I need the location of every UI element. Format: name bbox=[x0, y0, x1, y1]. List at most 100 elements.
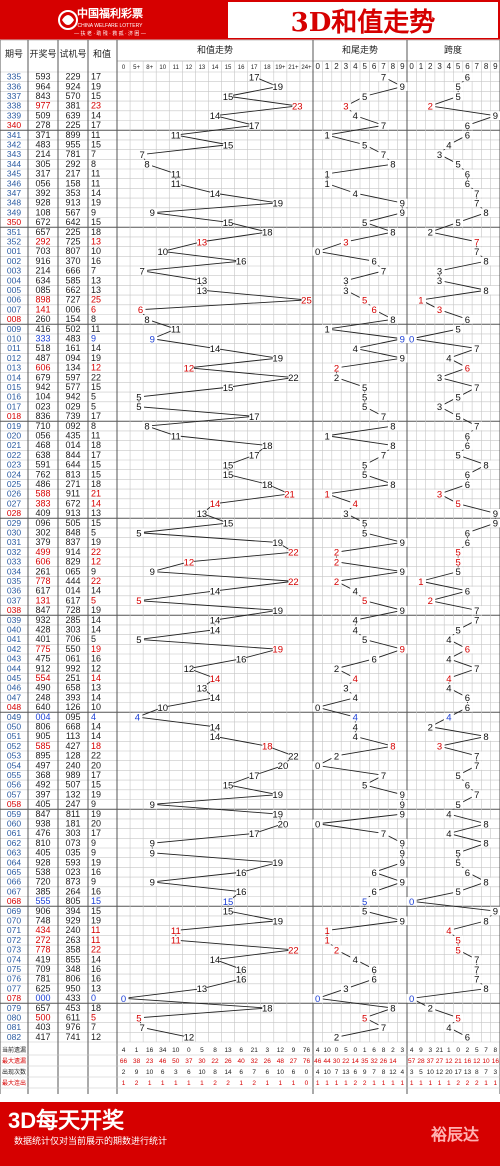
draw-cell: 056 bbox=[35, 178, 50, 188]
tail-point: 4 bbox=[353, 674, 358, 685]
stats-sum-value: 8 bbox=[213, 1069, 217, 1076]
stats-span-value: 3 bbox=[410, 1069, 414, 1076]
sum-point: 17 bbox=[249, 451, 260, 462]
issue-cell: 075 bbox=[7, 964, 21, 974]
tail-point-bg bbox=[359, 596, 370, 605]
span-point-bg bbox=[462, 431, 473, 441]
stats-tail-value: 10 bbox=[323, 1069, 331, 1076]
stats-label: 最大遗漏 bbox=[2, 1057, 26, 1065]
span-point-bg bbox=[462, 867, 473, 877]
sum-point: 8 bbox=[144, 160, 149, 171]
sum-point-bg bbox=[142, 315, 153, 324]
tail-point-bg bbox=[387, 441, 398, 450]
tail-point-bg bbox=[359, 906, 370, 916]
trial-cell: 225 bbox=[65, 227, 80, 237]
draw-cell: 383 bbox=[35, 498, 50, 508]
span-point-bg bbox=[434, 489, 445, 499]
span-point: 5 bbox=[456, 887, 461, 898]
sum-cell: 14 bbox=[91, 722, 101, 732]
issue-cell: 335 bbox=[7, 72, 21, 82]
sum-cell: 12 bbox=[91, 557, 101, 567]
sum-cell: 19 bbox=[91, 605, 101, 615]
sum-scale-label: 15 bbox=[225, 65, 232, 71]
sum-point-bg bbox=[147, 800, 158, 809]
sum-cell: 15 bbox=[91, 140, 101, 150]
sum-point: 16 bbox=[236, 974, 247, 985]
sum-point-bg bbox=[210, 188, 220, 198]
stats-tail-value: 1 bbox=[363, 1047, 367, 1054]
tail-point-bg bbox=[322, 130, 333, 140]
stats-sum-value: 10 bbox=[198, 1069, 206, 1076]
sum-point-bg bbox=[223, 906, 234, 916]
trial-cell: 806 bbox=[65, 974, 80, 984]
stats-sum-value: 2 bbox=[213, 1080, 217, 1087]
sum-point-bg bbox=[183, 1032, 194, 1042]
tail-point-bg bbox=[369, 887, 380, 896]
trial-cell: 505 bbox=[65, 518, 80, 528]
span-point: 8 bbox=[483, 208, 488, 219]
tail-point: 9 bbox=[400, 848, 405, 859]
span-point: 2 bbox=[428, 1004, 433, 1015]
sum-point: 23 bbox=[292, 101, 303, 112]
sum-cell: 16 bbox=[91, 886, 101, 896]
sum-point: 8 bbox=[144, 315, 149, 326]
draw-cell: 928 bbox=[35, 198, 50, 208]
stats-sum-value: 1 bbox=[187, 1080, 191, 1087]
issue-cell: 007 bbox=[7, 304, 21, 314]
sum-cell: 11 bbox=[91, 324, 100, 334]
draw-cell: 679 bbox=[35, 372, 50, 382]
tail-point-bg bbox=[359, 140, 370, 150]
tail-point: 2 bbox=[334, 373, 339, 384]
span-point: 3 bbox=[437, 150, 442, 161]
sum-cell: 15 bbox=[91, 217, 101, 227]
sum-cell: 18 bbox=[91, 741, 101, 751]
tail-point: 5 bbox=[362, 92, 367, 103]
tail-point-bg bbox=[387, 1003, 398, 1013]
stats-sum-value: 2 bbox=[122, 1069, 126, 1076]
stats-span-value: 13 bbox=[464, 1069, 472, 1076]
sum-point: 19 bbox=[272, 790, 283, 801]
stats-sum-value: 14 bbox=[224, 1069, 232, 1076]
tail-point: 9 bbox=[400, 334, 405, 345]
draw-cell: 499 bbox=[35, 547, 50, 557]
span-point-bg bbox=[481, 460, 492, 470]
span-line bbox=[410, 76, 497, 1038]
trial-cell: 303 bbox=[65, 828, 80, 838]
col-header-sum-trend: 和值走势 bbox=[197, 44, 233, 55]
draw-cell: 847 bbox=[35, 809, 50, 819]
tail-point: 6 bbox=[371, 887, 376, 898]
trial-cell: 393 bbox=[65, 692, 80, 702]
tail-point-bg bbox=[359, 402, 370, 411]
stats-span-value: 1 bbox=[484, 1080, 488, 1087]
span-point: 6 bbox=[465, 693, 470, 704]
trial-cell: 251 bbox=[65, 673, 80, 683]
stats-tail-value: 46 bbox=[314, 1058, 322, 1065]
sum-point: 19 bbox=[272, 198, 283, 209]
sum-point: 6 bbox=[138, 305, 143, 316]
stats-tail-value: 12 bbox=[389, 1069, 397, 1076]
span-point: 7 bbox=[474, 761, 479, 772]
tail-point: 9 bbox=[400, 916, 405, 927]
span-point: 2 bbox=[428, 596, 433, 607]
span-point-bg bbox=[481, 916, 492, 926]
draw-cell: 305 bbox=[35, 159, 50, 169]
tail-point: 9 bbox=[400, 645, 405, 656]
sum-point: 19 bbox=[272, 810, 283, 821]
stats-tail-value: 13 bbox=[342, 1069, 350, 1076]
stats-span-value: 8 bbox=[475, 1069, 479, 1076]
sum-point-bg bbox=[272, 790, 283, 799]
draw-cell: 762 bbox=[35, 469, 50, 479]
trial-cell: 181 bbox=[65, 819, 80, 829]
trial-cell: 247 bbox=[65, 799, 80, 809]
sum-point: 11 bbox=[171, 169, 181, 180]
span-point: 7 bbox=[474, 606, 479, 617]
sum-cell: 5 bbox=[91, 392, 96, 402]
sum-cell: 17 bbox=[91, 450, 101, 460]
span-point-bg bbox=[453, 412, 464, 421]
trial-cell: 507 bbox=[65, 780, 80, 790]
tail-point-bg bbox=[312, 247, 323, 256]
tail-point-bg bbox=[340, 683, 351, 693]
sum-point-bg bbox=[170, 130, 181, 140]
trial-cell: 158 bbox=[65, 178, 80, 188]
stats-span-value: 20 bbox=[445, 1069, 453, 1076]
